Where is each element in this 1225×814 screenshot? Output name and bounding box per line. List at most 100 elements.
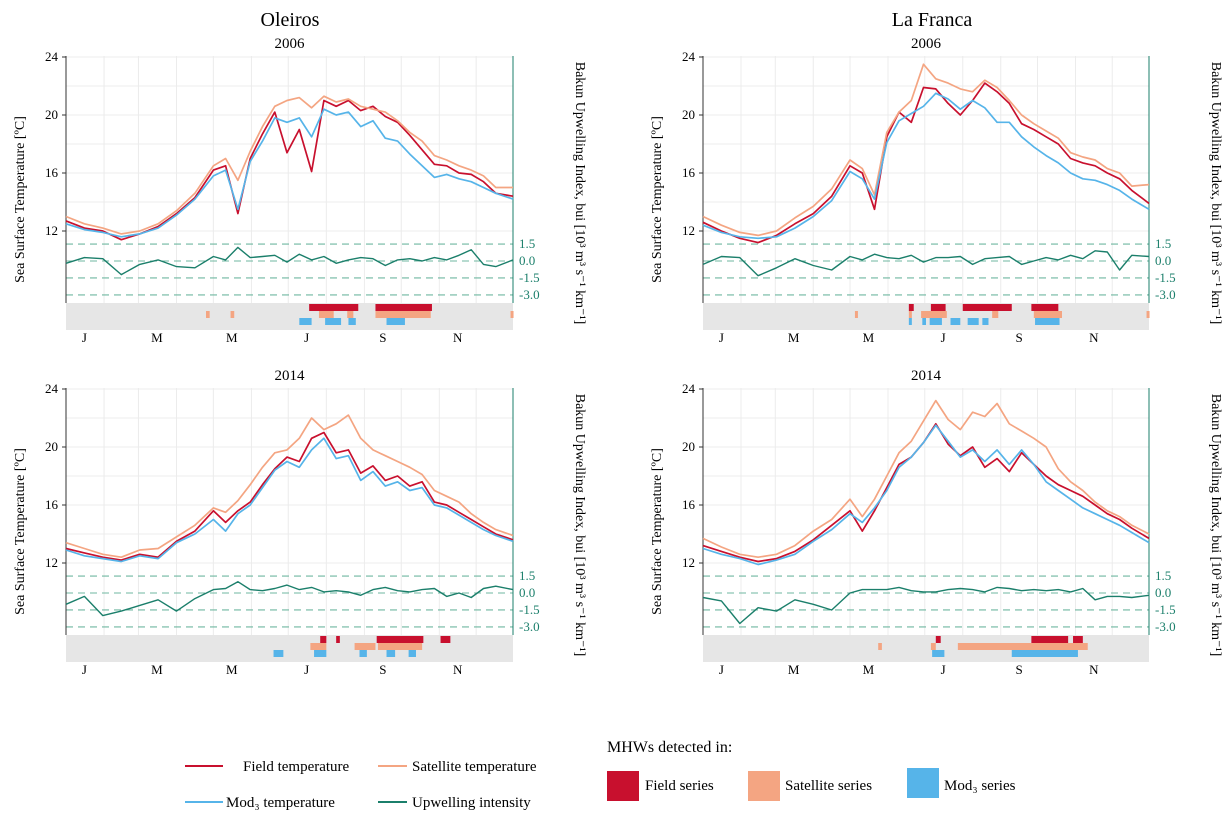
- mhw-event-bar: [408, 650, 416, 657]
- y2-axis-label: Bakun Upwelling Index, bui [10³ m³ s⁻¹ k…: [572, 62, 587, 325]
- mhw-band: [66, 303, 513, 330]
- x-tick-label: N: [1089, 662, 1099, 677]
- mhw-event-bar: [1011, 650, 1078, 657]
- x-tick-label: M: [151, 662, 163, 677]
- x-tick-label: N: [453, 330, 463, 345]
- y2-axis-label: Bakun Upwelling Index, bui [10³ m³ s⁻¹ k…: [1208, 394, 1223, 657]
- x-tick-label: M: [788, 662, 800, 677]
- x-tick-label: S: [1016, 330, 1023, 345]
- y-tick-label: 16: [682, 497, 696, 512]
- mhw-event-bar: [982, 318, 989, 325]
- series-line: [702, 422, 1150, 563]
- mhw-event-bar: [314, 650, 327, 657]
- legend-label-satellite-series: Satellite series: [785, 778, 872, 794]
- plot-area: [66, 56, 513, 303]
- x-tick-label: J: [719, 662, 724, 677]
- bui-tick-label: -3.0: [519, 287, 540, 302]
- mhw-event-bar: [318, 311, 334, 318]
- bui-tick-label: 0.0: [1155, 253, 1171, 268]
- y-axis-label: Sea Surface Temperature [ºC]: [650, 448, 665, 615]
- mhw-event-bar: [320, 636, 327, 643]
- column-title-oleiros: Oleiros: [261, 9, 320, 31]
- x-tick-label: M: [788, 330, 800, 345]
- bui-tick-label: 1.5: [1155, 568, 1171, 583]
- y-tick-label: 16: [45, 165, 59, 180]
- mhw-event-bar: [376, 636, 424, 643]
- bui-tick-label: 0.0: [519, 585, 535, 600]
- y-tick-label: 24: [682, 381, 696, 396]
- bui-tick-label: -3.0: [1155, 619, 1176, 634]
- bui-tick-label: -1.5: [519, 270, 540, 285]
- y-axis-label: Sea Surface Temperature [ºC]: [13, 448, 28, 615]
- bui-tick-label: -3.0: [519, 619, 540, 634]
- series-line: [702, 63, 1150, 237]
- bui-tick-label: 1.5: [519, 568, 535, 583]
- mhw-event-bar: [386, 650, 396, 657]
- series-line: [65, 437, 514, 563]
- mhw-event-bar: [908, 311, 912, 318]
- panel-title: 2014: [911, 368, 942, 384]
- mhw-event-bar: [359, 650, 367, 657]
- series-line: [702, 250, 1150, 277]
- x-tick-label: M: [226, 662, 238, 677]
- y2-axis-label: Bakun Upwelling Index, bui [10³ m³ s⁻¹ k…: [1208, 62, 1223, 325]
- mhw-event-bar: [854, 311, 858, 318]
- x-tick-label: J: [304, 662, 309, 677]
- y-axis-label: Sea Surface Temperature [ºC]: [13, 116, 28, 283]
- bui-tick-label: -1.5: [1155, 270, 1176, 285]
- x-tick-label: M: [151, 330, 163, 345]
- y-tick-label: 20: [682, 107, 695, 122]
- mhw-event-bar: [1033, 311, 1063, 318]
- mhw-event-bar: [932, 650, 945, 657]
- series-line: [702, 92, 1150, 240]
- mhw-event-bar: [908, 304, 914, 311]
- mhw-event-bar: [325, 318, 342, 325]
- x-tick-label: J: [82, 662, 87, 677]
- panels: 1.5 0.0 -1.5 -3.0 12 16 20 24 J M M J S N 2006 Sea Surf…: [13, 36, 1223, 677]
- mhw-event-bar: [377, 643, 423, 650]
- column-title-la-franca: La Franca: [892, 9, 973, 31]
- plot-area: [703, 56, 1149, 303]
- y-axis-label: Sea Surface Temperature [ºC]: [650, 116, 665, 283]
- mhw-event-bar: [1073, 636, 1083, 643]
- y-tick-label: 16: [45, 497, 59, 512]
- panel-1: 1.5 0.0 -1.5 -3.0 12 16 20 24 J M M J S N 2006 Sea Surf…: [650, 36, 1223, 345]
- series-line: [702, 399, 1150, 559]
- mhw-event-bar: [348, 318, 356, 325]
- mhw-event-bar: [1031, 636, 1069, 643]
- mhw-event-bar: [935, 636, 941, 643]
- mhw-event-bar: [878, 643, 882, 650]
- mhw-event-bar: [921, 311, 947, 318]
- panel-title: 2006: [911, 36, 942, 52]
- series-line: [65, 431, 514, 561]
- y-tick-label: 12: [45, 223, 58, 238]
- mhw-event-bar: [309, 304, 359, 311]
- y-tick-label: 24: [682, 49, 696, 64]
- mhw-event-bar: [930, 304, 946, 311]
- mhw-event-bar: [962, 304, 1012, 311]
- mhw-event-bar: [929, 318, 942, 325]
- mhw-event-bar: [386, 318, 405, 325]
- legend-label-mod3-series: Mod₃ series: [944, 778, 1016, 794]
- x-tick-label: M: [226, 330, 238, 345]
- series-line: [65, 108, 514, 238]
- x-tick-label: J: [941, 330, 946, 345]
- legend-swatch-satellite-series: [748, 771, 780, 801]
- panel-title: 2006: [275, 36, 306, 52]
- legend-label-field-series: Field series: [645, 778, 714, 794]
- y-tick-label: 12: [682, 555, 695, 570]
- y2-axis-label: Bakun Upwelling Index, bui [10³ m³ s⁻¹ k…: [572, 394, 587, 657]
- x-tick-label: S: [1016, 662, 1023, 677]
- y-tick-label: 24: [45, 49, 59, 64]
- mhw-event-bar: [957, 643, 1088, 650]
- legend-swatch-field-series: [607, 771, 639, 801]
- bui-tick-label: 0.0: [519, 253, 535, 268]
- mhw-event-bar: [354, 643, 376, 650]
- mhw-event-bar: [510, 311, 514, 318]
- y-tick-label: 12: [682, 223, 695, 238]
- mhw-event-bar: [273, 650, 284, 657]
- mhw-event-bar: [230, 311, 235, 318]
- bui-tick-label: 1.5: [519, 236, 535, 251]
- series-line: [702, 586, 1150, 625]
- mhw-event-bar: [967, 318, 979, 325]
